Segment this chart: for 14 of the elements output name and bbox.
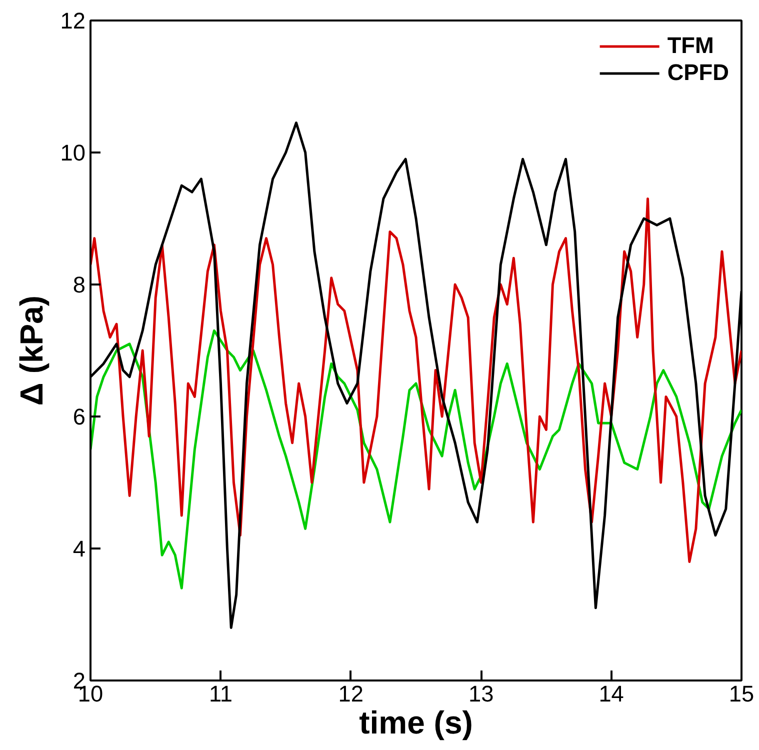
x-tick-label: 15 bbox=[728, 680, 754, 706]
y-tick-label: 8 bbox=[72, 272, 86, 298]
legend-label: CPFD bbox=[667, 59, 729, 86]
y-tick-label: 4 bbox=[72, 536, 86, 562]
x-tick-label: 11 bbox=[208, 680, 232, 706]
y-axis-title: Δ (kPa) bbox=[13, 295, 50, 406]
x-tick-label: 13 bbox=[468, 680, 494, 706]
x-tick-label: 14 bbox=[598, 680, 624, 706]
y-tick-label: 10 bbox=[60, 140, 86, 166]
y-tick-label: 6 bbox=[72, 404, 86, 430]
x-axis-title: time (s) bbox=[359, 704, 473, 740]
x-tick-label: 12 bbox=[338, 680, 364, 706]
y-tick-label: 12 bbox=[60, 8, 86, 34]
legend-label: TFM bbox=[667, 32, 714, 59]
